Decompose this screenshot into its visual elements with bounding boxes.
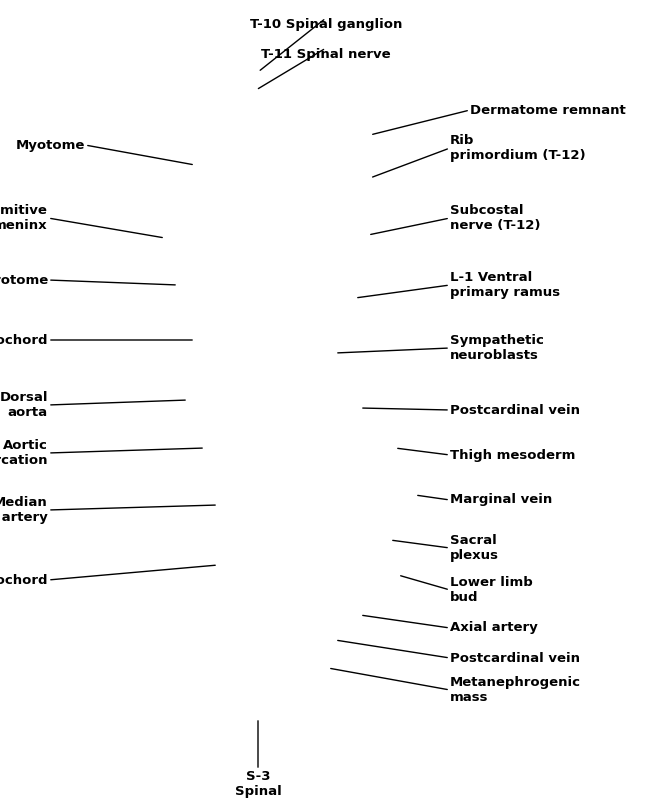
Text: Subcostal
nerve (T-12): Subcostal nerve (T-12) <box>450 204 540 232</box>
Text: L-1 Ventral
primary ramus: L-1 Ventral primary ramus <box>450 271 560 299</box>
Text: Sclerotome: Sclerotome <box>0 274 48 286</box>
Text: Sympathetic
neuroblasts: Sympathetic neuroblasts <box>450 334 544 362</box>
Text: S-3
Spinal
ganglion: S-3 Spinal ganglion <box>225 770 290 800</box>
Text: Axial artery: Axial artery <box>450 622 538 634</box>
Text: T-10 Spinal ganglion: T-10 Spinal ganglion <box>250 18 402 31</box>
Text: T-11 Spinal nerve: T-11 Spinal nerve <box>261 48 391 61</box>
Text: Notochord: Notochord <box>0 334 48 346</box>
Text: Rib
primordium (T-12): Rib primordium (T-12) <box>450 134 586 162</box>
Text: Postcardinal vein: Postcardinal vein <box>450 651 580 665</box>
Text: Notochord: Notochord <box>0 574 48 586</box>
Text: Thigh mesoderm: Thigh mesoderm <box>450 449 575 462</box>
Text: Sacral
plexus: Sacral plexus <box>450 534 499 562</box>
Text: Metanephrogenic
mass: Metanephrogenic mass <box>450 676 581 704</box>
Text: Lower limb
bud: Lower limb bud <box>450 576 533 604</box>
Text: Aortic
bifurcation: Aortic bifurcation <box>0 439 48 467</box>
Text: Primitive
meninx: Primitive meninx <box>0 204 48 232</box>
Text: Dermatome remnant: Dermatome remnant <box>470 103 626 117</box>
Text: Dorsal
aorta: Dorsal aorta <box>0 391 48 419</box>
Text: Marginal vein: Marginal vein <box>450 494 552 506</box>
Text: Myotome: Myotome <box>16 138 85 151</box>
Text: Postcardinal vein: Postcardinal vein <box>450 403 580 417</box>
Text: Median
sacral artery: Median sacral artery <box>0 496 48 524</box>
